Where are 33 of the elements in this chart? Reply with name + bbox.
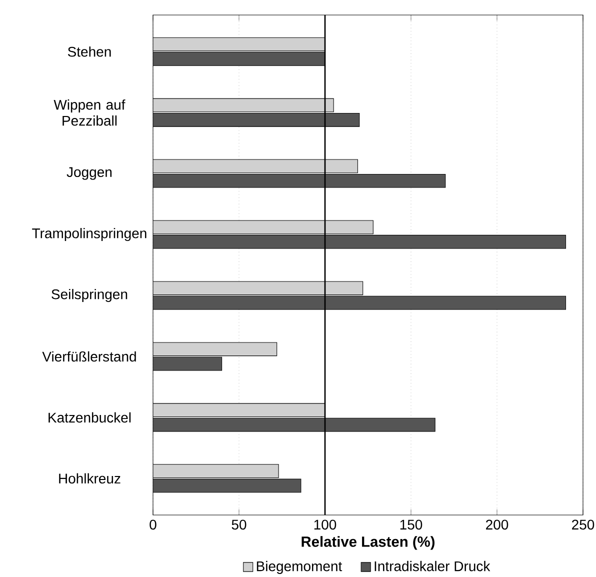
legend-label: Intradiskaler Druck: [374, 560, 490, 572]
bar: [153, 356, 222, 371]
bar: [153, 159, 358, 174]
bar: [153, 342, 278, 356]
y-tick-label: Stehen: [68, 46, 111, 57]
x-tick-label: 150: [400, 520, 422, 530]
y-tick-label: Joggen: [66, 167, 112, 180]
legend-label: Biegemoment: [256, 560, 342, 574]
y-tick-label: Vierfüßlerstand: [42, 351, 136, 362]
bar: [153, 174, 446, 188]
bar: [153, 296, 566, 310]
y-tick-label: Hohlkreuz: [59, 473, 120, 484]
x-tick-label: 50: [232, 520, 246, 530]
bar: [153, 234, 566, 249]
bar: [153, 98, 334, 112]
x-axis-title: Relative Lasten (%): [302, 536, 434, 550]
x-tick-label: 100: [314, 520, 336, 530]
bar: [153, 418, 436, 432]
bar: [153, 478, 302, 493]
bar: [153, 52, 326, 66]
x-tick-label: 0: [150, 520, 156, 530]
bar: [153, 464, 279, 478]
x-tick-label: 250: [572, 520, 594, 530]
x-tick-label: 200: [486, 520, 508, 530]
y-tick-label: Katzenbuckel: [48, 412, 131, 423]
bar: [153, 403, 326, 418]
y-tick-label: Wippen auf Pezziball: [54, 99, 126, 126]
y-tick-label: Trampolinspringen: [32, 228, 146, 242]
bar: [153, 37, 326, 52]
y-tick-label: Seilspringen: [52, 288, 128, 302]
bar: [153, 220, 374, 234]
bar: [153, 112, 360, 127]
bar: [153, 281, 364, 296]
